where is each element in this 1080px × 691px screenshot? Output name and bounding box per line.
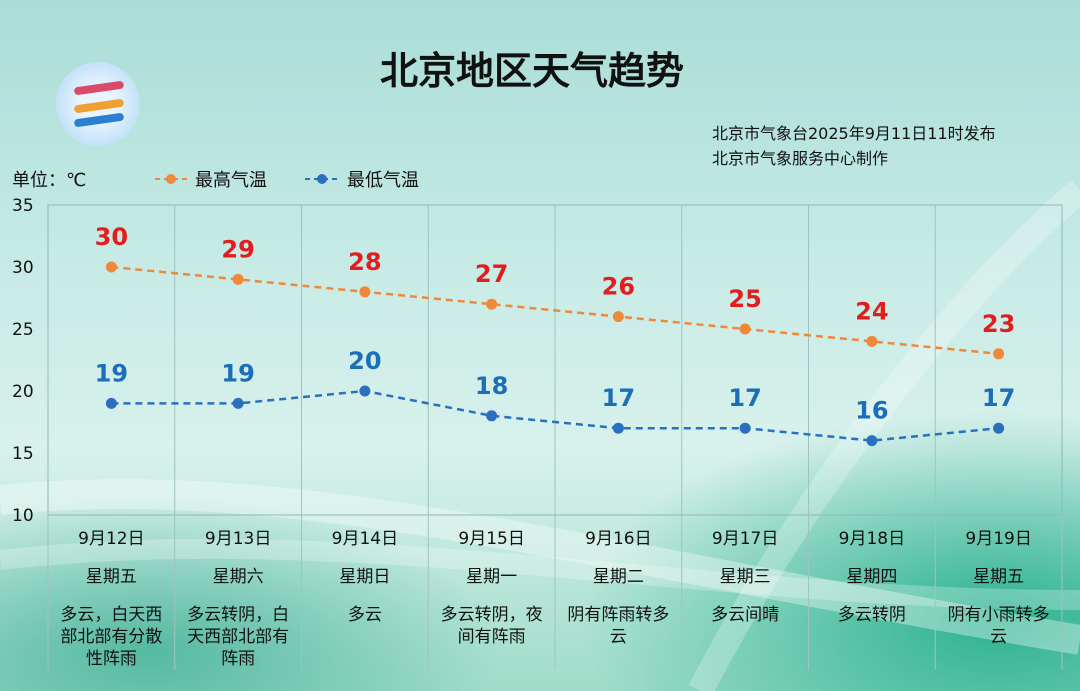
data-label: 27 [475,260,508,288]
series-line-0 [111,265,999,356]
unit-label: 单位：℃ [12,170,87,191]
weekday-label: 星期六 [212,567,264,587]
weather-label: 阴有小雨转多云 [947,605,1050,647]
date-label: 9月12日 [78,529,145,549]
data-label: 17 [602,384,635,412]
weekday-label: 星期一 [466,567,518,587]
y-tick-label: 25 [12,320,34,340]
data-point [993,422,1005,434]
y-tick-label: 30 [12,258,34,278]
legend-low-label: 最低气温 [347,170,419,191]
series-line-1 [111,389,999,442]
background-swoosh [688,180,1080,691]
weather-label: 多云，白天西部北部有分散性阵雨 [60,605,163,669]
data-label: 23 [982,310,1015,338]
data-label: 16 [855,397,888,425]
data-label: 18 [475,372,508,400]
weekday-label: 星期五 [85,567,137,587]
data-point [232,397,244,409]
legend-low: 最低气温 [305,166,419,192]
data-point [866,335,878,347]
y-tick-label: 10 [12,506,34,526]
legend-high-label: 最高气温 [195,170,267,191]
background-swoosh [0,479,1080,655]
date-label: 9月17日 [711,529,779,549]
weekday-label: 星期四 [846,567,898,587]
date-label: 9月18日 [838,529,906,549]
weekday-label: 星期五 [973,567,1025,587]
data-point [486,298,498,310]
data-label: 17 [982,384,1015,412]
data-label: 19 [95,359,128,387]
data-point [105,397,117,409]
data-label: 26 [602,273,635,301]
meteorological-service-logo [56,62,140,146]
legend-high: 最高气温 [155,166,267,192]
data-point [866,435,878,447]
weather-label: 多云间晴 [711,605,780,625]
producer-line: 北京市气象服务中心制作 [712,149,889,168]
legend-low-marker [305,174,339,184]
date-label: 9月19日 [965,529,1032,549]
data-point [359,385,371,397]
weather-label: 多云转阴 [837,605,906,625]
background-swoosh [0,538,1080,610]
data-label: 30 [95,223,128,251]
date-label: 9月16日 [585,529,652,549]
data-point [739,323,751,335]
data-label: 20 [348,347,381,375]
data-point [359,286,371,298]
data-label: 17 [728,384,761,412]
issuer-line: 北京市气象台2025年9月11日11时发布 [712,124,996,143]
weekday-label: 星期三 [719,567,771,587]
weekday-label: 星期日 [339,567,391,587]
weekday-label: 星期二 [592,567,644,587]
weather-label: 阴有阵雨转多云 [567,605,670,647]
data-label: 19 [221,359,254,387]
data-label: 28 [348,248,381,276]
data-point [612,311,624,323]
data-point [612,422,624,434]
y-tick-label: 20 [12,382,34,402]
legend-high-marker [155,174,187,184]
weather-label: 多云 [347,605,382,625]
date-label: 9月14日 [331,529,399,549]
data-point [993,348,1005,360]
y-tick-label: 35 [12,196,34,216]
data-point [105,261,117,273]
data-point [739,422,751,434]
page-title: 北京地区天气趋势 [379,49,684,93]
data-label: 29 [221,235,254,263]
data-point [232,273,244,285]
data-label: 24 [855,297,888,325]
date-label: 9月15日 [458,529,525,549]
y-tick-label: 15 [12,444,34,464]
weather-label: 多云转阴，白天西部北部有阵雨 [187,605,290,669]
data-point [486,410,498,422]
weather-label: 多云转阴，夜间有阵雨 [440,605,543,647]
data-label: 25 [728,285,761,313]
date-label: 9月13日 [204,529,272,549]
